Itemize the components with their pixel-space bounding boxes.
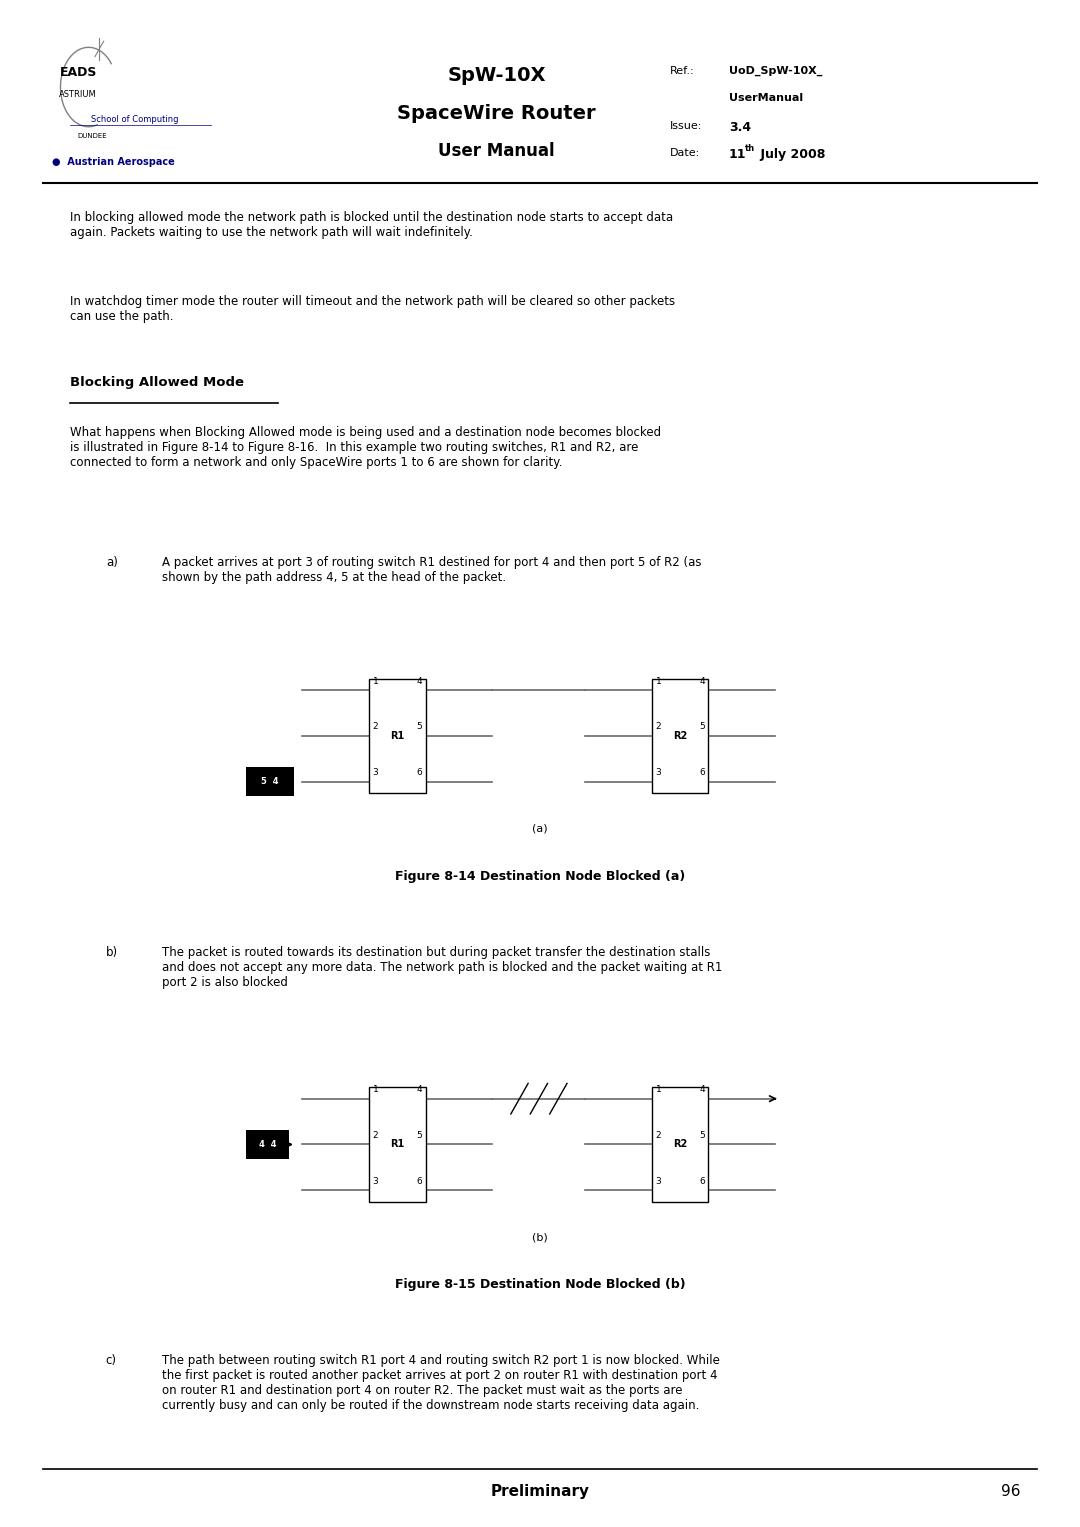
Text: Preliminary: Preliminary [490,1484,590,1500]
Text: 5: 5 [700,722,705,731]
Text: SpW-10X: SpW-10X [447,66,546,84]
Text: EADS: EADS [59,66,97,79]
Text: 5  4: 5 4 [261,777,279,786]
Text: 6: 6 [700,768,705,777]
Text: SpaceWire Router: SpaceWire Router [397,104,596,122]
Text: School of Computing: School of Computing [91,115,179,124]
Text: c): c) [106,1354,117,1368]
Text: 6: 6 [417,768,422,777]
Text: 3.4: 3.4 [729,121,751,134]
Bar [246,767,294,797]
Text: User Manual: User Manual [438,142,555,160]
Text: Issue:: Issue: [670,121,702,131]
Text: 96: 96 [1001,1484,1021,1500]
Text: 4: 4 [700,1086,705,1093]
Text: What happens when Blocking Allowed mode is being used and a destination node bec: What happens when Blocking Allowed mode … [70,426,661,469]
Text: UserManual: UserManual [729,93,804,104]
Text: 4: 4 [417,676,422,686]
Text: ●  Austrian Aerospace: ● Austrian Aerospace [52,157,175,168]
Text: R1: R1 [390,1139,405,1150]
Text: The path between routing switch R1 port 4 and routing switch R2 port 1 is now bl: The path between routing switch R1 port … [162,1354,720,1412]
Text: 5: 5 [700,1132,705,1139]
Text: 5: 5 [417,722,422,731]
Text: In blocking allowed mode the network path is blocked until the destination node : In blocking allowed mode the network pat… [70,211,673,238]
Text: (a): (a) [532,825,548,834]
Text: The packet is routed towards its destination but during packet transfer the dest: The packet is routed towards its destina… [162,945,723,989]
Text: 2: 2 [656,1132,661,1139]
Text: 4  4: 4 4 [259,1141,276,1148]
Text: 4: 4 [417,1086,422,1093]
Text: 6: 6 [700,1177,705,1185]
Text: Figure 8-14 Destination Node Blocked (a): Figure 8-14 Destination Node Blocked (a) [395,869,685,883]
Text: 2: 2 [373,1132,378,1139]
Text: Blocking Allowed Mode: Blocking Allowed Mode [70,376,244,389]
Text: July 2008: July 2008 [756,148,825,162]
Text: 3: 3 [656,1177,661,1185]
Text: 3: 3 [656,768,661,777]
Text: ASTRIUM: ASTRIUM [59,90,97,99]
Text: 5: 5 [417,1132,422,1139]
Text: R2: R2 [673,1139,688,1150]
Text: (b): (b) [532,1232,548,1243]
Text: 1: 1 [373,1086,378,1093]
Text: a): a) [106,556,118,570]
Text: b): b) [106,945,118,959]
Text: 3: 3 [373,768,378,777]
Text: th: th [745,144,755,153]
Bar [652,1087,708,1202]
Text: 2: 2 [373,722,378,731]
Text: UoD_SpW-10X_: UoD_SpW-10X_ [729,66,822,76]
Bar [369,1087,426,1202]
Text: A packet arrives at port 3 of routing switch R1 destined for port 4 and then por: A packet arrives at port 3 of routing sw… [162,556,702,583]
Text: 11: 11 [729,148,746,162]
Text: 2: 2 [656,722,661,731]
Text: DUNDEE: DUNDEE [77,133,107,139]
Text: 4: 4 [700,676,705,686]
Text: Figure 8-15 Destination Node Blocked (b): Figure 8-15 Destination Node Blocked (b) [394,1278,686,1292]
Text: 6: 6 [417,1177,422,1185]
Text: 1: 1 [656,1086,661,1093]
Text: R1: R1 [390,731,405,741]
Text: R2: R2 [673,731,688,741]
Bar [369,678,426,794]
Text: 1: 1 [656,676,661,686]
Text: Date:: Date: [670,148,700,159]
Bar [652,678,708,794]
Bar [246,1130,289,1159]
Text: 3: 3 [373,1177,378,1185]
Text: Ref.:: Ref.: [670,66,694,76]
Text: 1: 1 [373,676,378,686]
Text: In watchdog timer mode the router will timeout and the network path will be clea: In watchdog timer mode the router will t… [70,295,675,322]
